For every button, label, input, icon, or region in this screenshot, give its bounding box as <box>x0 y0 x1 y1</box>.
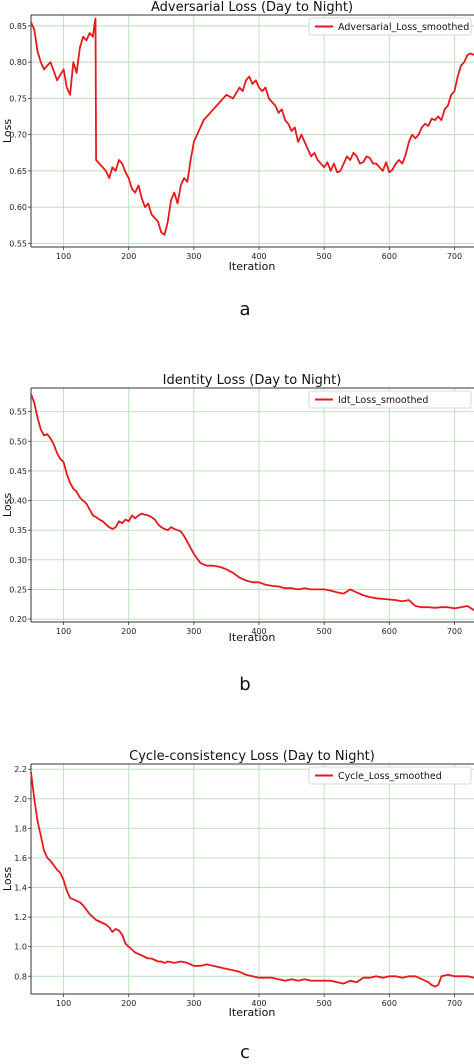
x-tick-label: 600 <box>382 252 397 261</box>
x-tick-label: 400 <box>251 627 266 636</box>
y-tick-label: 2.0 <box>14 795 27 804</box>
x-axis-label: Iteration <box>229 1006 276 1019</box>
plot-area <box>31 388 474 622</box>
x-tick-label: 500 <box>317 999 332 1008</box>
x-tick-label: 600 <box>382 999 397 1008</box>
series-line <box>30 17 474 236</box>
x-axis-label: Iteration <box>229 631 276 644</box>
x-tick-label: 100 <box>56 999 71 1008</box>
x-tick-label: 100 <box>56 252 71 261</box>
panel-label: c <box>240 1042 250 1063</box>
y-tick-label: 0.25 <box>9 585 27 594</box>
y-tick-label: 0.55 <box>9 408 27 417</box>
x-tick-label: 200 <box>121 252 136 261</box>
legend-label: Adversarial_Loss_smoothed <box>338 22 469 33</box>
x-tick-label: 100 <box>56 627 71 636</box>
y-tick-label: 0.8 <box>14 972 27 981</box>
y-tick-label: 0.55 <box>9 239 27 248</box>
y-axis-label: Loss <box>1 493 14 517</box>
x-tick-label: 200 <box>121 627 136 636</box>
x-tick-label: 200 <box>121 999 136 1008</box>
y-tick-label: 0.65 <box>9 167 27 176</box>
chart-title: Identity Loss (Day to Night) <box>163 373 342 388</box>
x-tick-label: 500 <box>317 627 332 636</box>
x-tick-label: 700 <box>447 999 462 1008</box>
panel-label: a <box>239 299 250 320</box>
x-tick-label: 600 <box>382 627 397 636</box>
chart-1 <box>28 14 474 250</box>
y-tick-label: 2.2 <box>14 765 27 774</box>
y-axis-label: Loss <box>1 119 14 143</box>
x-axis-label: Iteration <box>229 260 276 273</box>
panel-label: b <box>239 674 250 695</box>
y-tick-label: 0.75 <box>9 94 27 103</box>
x-tick-label: 300 <box>186 252 201 261</box>
series-line <box>30 771 474 988</box>
series-line <box>30 393 474 611</box>
legend-label: Idt_Loss_smoothed <box>338 395 428 406</box>
plot-area <box>31 764 474 994</box>
y-tick-label: 0.70 <box>9 131 27 140</box>
y-tick-label: 1.2 <box>14 913 27 922</box>
x-tick-label: 700 <box>447 627 462 636</box>
x-tick-label: 300 <box>186 999 201 1008</box>
y-tick-label: 0.35 <box>9 526 27 535</box>
chart-title: Cycle-consistency Loss (Day to Night) <box>129 749 375 764</box>
y-tick-label: 0.40 <box>9 497 27 506</box>
x-tick-label: 400 <box>251 252 266 261</box>
chart-2 <box>28 387 474 625</box>
x-tick-label: 700 <box>447 252 462 261</box>
legend-box <box>308 390 472 409</box>
x-tick-label: 500 <box>317 252 332 261</box>
chart-3 <box>28 763 474 997</box>
y-tick-label: 1.8 <box>14 824 27 833</box>
legend-box <box>308 17 472 36</box>
x-tick-label: 400 <box>251 999 266 1008</box>
y-tick-label: 0.50 <box>9 437 27 446</box>
y-tick-label: 0.45 <box>9 467 27 476</box>
y-tick-label: 1.0 <box>14 943 27 952</box>
y-tick-label: 0.85 <box>9 22 27 31</box>
y-axis-label: Loss <box>1 867 14 891</box>
plot-area <box>31 15 474 247</box>
y-tick-label: 0.80 <box>9 58 27 67</box>
y-tick-label: 0.20 <box>9 615 27 624</box>
x-tick-label: 300 <box>186 627 201 636</box>
chart-title: Adversarial Loss (Day to Night) <box>151 0 353 15</box>
y-tick-label: 1.6 <box>14 854 27 863</box>
legend-label: Cycle_Loss_smoothed <box>338 771 442 782</box>
legend-box <box>308 766 472 785</box>
y-tick-label: 0.30 <box>9 556 27 565</box>
y-tick-label: 1.4 <box>14 884 27 893</box>
y-tick-label: 0.60 <box>9 203 27 212</box>
